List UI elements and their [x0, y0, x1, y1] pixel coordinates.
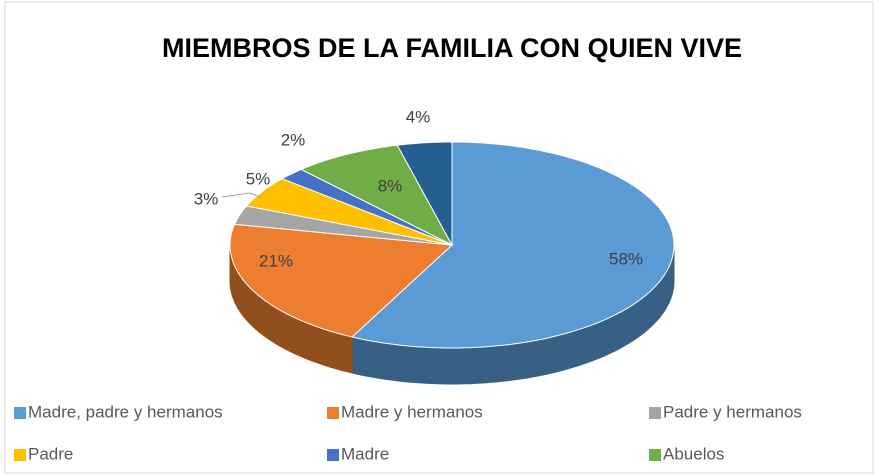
legend-label: Padre y hermanos	[663, 402, 802, 421]
legend-swatch	[649, 449, 661, 461]
data-label: 5%	[246, 169, 271, 188]
pie-slice	[396, 141, 453, 246]
pie-slice	[299, 144, 454, 247]
legend-swatch	[14, 407, 26, 419]
data-label: 21%	[259, 251, 293, 270]
data-label: 3%	[194, 189, 219, 208]
pie-slice	[233, 205, 453, 246]
pie-slice	[281, 168, 453, 246]
chart-title: MIEMBROS DE LA FAMILIA CON QUIEN VIVE	[162, 33, 742, 63]
data-label: 2%	[281, 130, 306, 149]
pie-slice	[229, 223, 454, 338]
legend-swatch	[327, 407, 339, 419]
legend-swatch	[649, 407, 661, 419]
legend-label: Madre	[341, 444, 389, 463]
pie-slice	[245, 178, 453, 246]
leader-line	[221, 192, 263, 199]
legend-label: Abuelos	[663, 444, 724, 463]
legend-label: Madre y hermanos	[341, 402, 483, 421]
legend-label: Madre, padre y hermanos	[28, 402, 223, 421]
data-label: 58%	[609, 249, 643, 268]
pie-slice	[351, 141, 675, 349]
data-label: 8%	[378, 176, 403, 195]
legend-swatch	[327, 449, 339, 461]
legend-label: Padre	[28, 444, 73, 463]
legend-swatch	[14, 449, 26, 461]
data-label: 4%	[406, 107, 431, 126]
